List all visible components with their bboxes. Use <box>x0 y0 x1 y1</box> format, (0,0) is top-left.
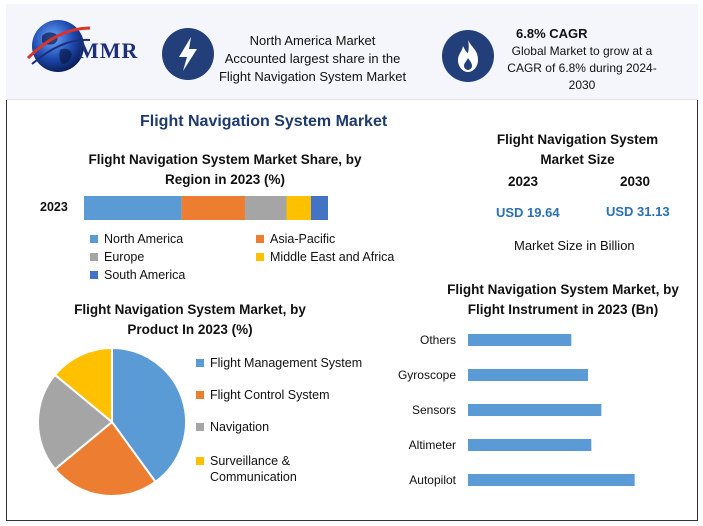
bar-others <box>468 334 572 346</box>
instrument-bar-chart: Others Gyroscope Sensors Altimeter Autopilot <box>398 333 635 487</box>
stacked-segment-south-america <box>310 196 328 220</box>
instrument-chart-title: Flight Navigation System Market, by Flig… <box>447 282 679 317</box>
region-highlight-text: North America Market Accounted largest s… <box>218 33 407 84</box>
logo-text: MMR <box>78 38 139 63</box>
pie-slice-surveillance-communication <box>53 346 113 425</box>
globe-icon <box>26 20 91 72</box>
legend-south-america: South America <box>90 268 185 282</box>
bar-altimeter <box>468 439 592 451</box>
legend-middle-east-africa: Middle East and Africa <box>256 250 394 264</box>
cagr-text: Global Market to grow at a CAGR of 6.8% … <box>507 44 657 92</box>
cagr-title: 6.8% CAGR <box>516 26 588 41</box>
stacked-segment-north-america <box>84 196 182 220</box>
legend-north-america: North America <box>90 232 183 246</box>
bar-label-gyroscope: Gyroscope <box>398 368 456 382</box>
legend-flight-control-system: Flight Control System <box>196 388 329 402</box>
region-chart-title: Flight Navigation System Market Share, b… <box>88 152 362 187</box>
mmr-logo <box>24 14 164 80</box>
bar-label-sensors: Sensors <box>412 403 456 417</box>
legend-surveillance-communication: Surveillance & Communication <box>196 453 297 485</box>
stacked-bar-category: 2023 <box>40 200 68 214</box>
stacked-segment-europe <box>245 196 287 220</box>
header-band <box>6 4 698 100</box>
market-size-unit-note: Market Size in Billion <box>514 238 635 253</box>
product-pie-chart <box>37 346 187 497</box>
bar-label-altimeter: Altimeter <box>409 438 456 452</box>
legend-europe: Europe <box>90 250 144 264</box>
bar-label-others: Others <box>420 333 456 347</box>
stacked-segment-asia-pacific <box>181 196 246 220</box>
bar-gyroscope <box>468 369 588 381</box>
market-size-year-2023: 2023 <box>508 174 539 189</box>
region-stacked-bar <box>84 196 328 220</box>
legend-flight-management-system: Flight Management System <box>196 356 362 370</box>
market-size-year-2030: 2030 <box>620 174 651 189</box>
bar-label-autopilot: Autopilot <box>409 473 456 487</box>
market-size-value-2023: USD 19.64 <box>496 205 560 220</box>
pie-slice-flight-management-system <box>111 346 187 484</box>
lightning-icon <box>162 28 214 80</box>
pie-slice-flight-control-system <box>53 420 157 497</box>
product-chart-title: Flight Navigation System Market, by Prod… <box>74 302 306 337</box>
legend-asia-pacific: Asia-Pacific <box>256 232 335 246</box>
bar-sensors <box>468 404 602 416</box>
stacked-segment-middle-east-and-africa <box>286 196 311 220</box>
flame-icon <box>442 30 494 82</box>
legend-navigation: Navigation <box>196 420 269 434</box>
bar-autopilot <box>468 474 635 486</box>
market-size-title: Flight Navigation System Market Size <box>496 132 659 167</box>
pie-slice-navigation <box>37 373 114 471</box>
market-size-value-2030: USD 31.13 <box>606 204 670 219</box>
main-title: Flight Navigation System Market <box>140 113 388 130</box>
